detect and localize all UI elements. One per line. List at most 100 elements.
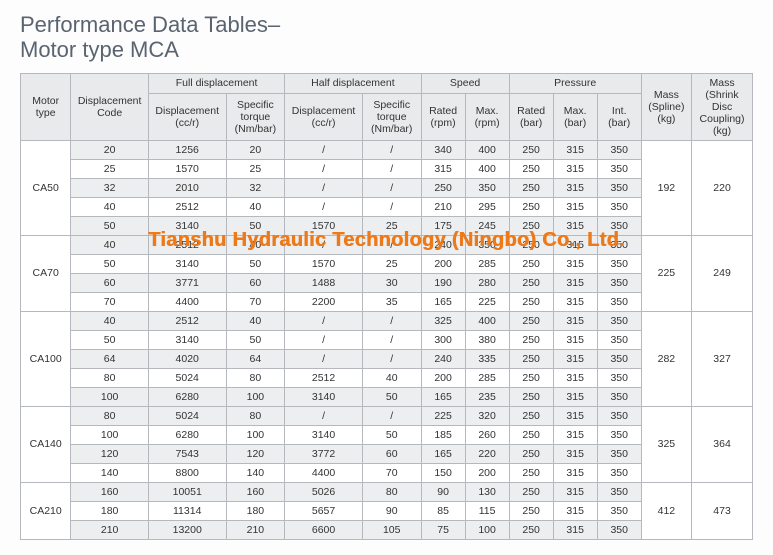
page-title: Performance Data Tables– Motor type MCA	[20, 12, 753, 63]
cell-value: 80	[226, 406, 285, 425]
cell-value: 350	[597, 140, 641, 159]
table-row: CA14080502480//225320250315350325364	[21, 406, 753, 425]
hdr-half-spec-torque: Specific torque (Nm/bar)	[362, 94, 421, 140]
cell-value: 80	[226, 368, 285, 387]
hdr-int-bar: Int. (bar)	[597, 94, 641, 140]
cell-value: 315	[553, 159, 597, 178]
cell-value: 250	[509, 406, 553, 425]
cell-value: 350	[597, 254, 641, 273]
cell-value: 315	[553, 216, 597, 235]
cell-value: 250	[509, 254, 553, 273]
cell-value: 40	[226, 235, 285, 254]
cell-value: 250	[509, 482, 553, 501]
cell-value: 350	[597, 482, 641, 501]
cell-value: 4400	[148, 292, 226, 311]
cell-value: 8800	[148, 463, 226, 482]
cell-value: 5026	[285, 482, 363, 501]
cell-mass-shrink: 364	[692, 406, 753, 482]
cell-value: 165	[421, 444, 465, 463]
cell-value: 210	[226, 520, 285, 539]
hdr-full-disp: Full displacement	[148, 73, 284, 94]
cell-value: 70	[71, 292, 149, 311]
cell-value: 3140	[148, 330, 226, 349]
cell-value: 115	[465, 501, 509, 520]
cell-value: 160	[71, 482, 149, 501]
cell-value: 250	[509, 140, 553, 159]
cell-value: 64	[226, 349, 285, 368]
cell-value: 120	[226, 444, 285, 463]
cell-value: 80	[71, 406, 149, 425]
cell-value: 250	[509, 311, 553, 330]
cell-value: 3140	[148, 216, 226, 235]
cell-value: 225	[421, 406, 465, 425]
hdr-full-spec-torque: Specific torque (Nm/bar)	[226, 94, 285, 140]
cell-value: 350	[597, 216, 641, 235]
cell-value: 1256	[148, 140, 226, 159]
cell-value: 1570	[285, 216, 363, 235]
cell-value: 3140	[285, 387, 363, 406]
cell-value: 250	[509, 387, 553, 406]
cell-value: 40	[71, 311, 149, 330]
cell-value: 175	[421, 216, 465, 235]
cell-value: 210	[421, 197, 465, 216]
cell-value: 250	[509, 197, 553, 216]
cell-value: 250	[509, 216, 553, 235]
cell-value: 80	[71, 368, 149, 387]
table-row: CA10040251240//325400250315350282327	[21, 311, 753, 330]
cell-value: 35	[362, 292, 421, 311]
cell-value: 50	[226, 216, 285, 235]
cell-value: 1570	[285, 254, 363, 273]
cell-value: 350	[597, 178, 641, 197]
cell-value: 320	[465, 406, 509, 425]
cell-value: 250	[509, 463, 553, 482]
cell-value: 50	[226, 330, 285, 349]
cell-value: 2200	[285, 292, 363, 311]
cell-value: /	[285, 311, 363, 330]
cell-value: 315	[553, 444, 597, 463]
cell-value: 100	[226, 425, 285, 444]
cell-value: 200	[421, 254, 465, 273]
cell-value: 315	[553, 235, 597, 254]
cell-value: 1488	[285, 273, 363, 292]
cell-value: 6280	[148, 387, 226, 406]
table-row: CA7040251240//240350250315350225249	[21, 235, 753, 254]
cell-mass-spline: 325	[641, 406, 691, 482]
cell-value: 250	[509, 178, 553, 197]
cell-mass-shrink: 220	[692, 140, 753, 235]
cell-value: /	[362, 330, 421, 349]
cell-value: 4400	[285, 463, 363, 482]
cell-value: 3772	[285, 444, 363, 463]
cell-value: 285	[465, 254, 509, 273]
cell-value: 40	[226, 197, 285, 216]
cell-value: 3140	[285, 425, 363, 444]
cell-value: 50	[71, 254, 149, 273]
cell-value: 40	[226, 311, 285, 330]
cell-value: /	[285, 159, 363, 178]
cell-value: 285	[465, 368, 509, 387]
cell-value: 120	[71, 444, 149, 463]
cell-value: 315	[421, 159, 465, 178]
cell-value: 250	[421, 178, 465, 197]
cell-value: /	[285, 330, 363, 349]
cell-value: 11314	[148, 501, 226, 520]
cell-value: 85	[421, 501, 465, 520]
cell-mass-shrink: 327	[692, 311, 753, 406]
cell-value: 400	[465, 311, 509, 330]
cell-value: /	[362, 140, 421, 159]
hdr-pressure: Pressure	[509, 73, 641, 94]
cell-value: 315	[553, 387, 597, 406]
cell-value: 350	[597, 368, 641, 387]
cell-value: 2512	[285, 368, 363, 387]
cell-value: 250	[509, 330, 553, 349]
cell-value: 30	[362, 273, 421, 292]
cell-value: 4020	[148, 349, 226, 368]
hdr-max-bar: Max. (bar)	[553, 94, 597, 140]
cell-value: 25	[362, 254, 421, 273]
cell-value: 140	[226, 463, 285, 482]
table-row: CA21016010051160502680901302503153504124…	[21, 482, 753, 501]
title-line-1: Performance Data Tables–	[20, 12, 280, 37]
cell-value: 100	[465, 520, 509, 539]
cell-value: /	[285, 140, 363, 159]
cell-value: 50	[226, 254, 285, 273]
cell-value: 40	[362, 368, 421, 387]
